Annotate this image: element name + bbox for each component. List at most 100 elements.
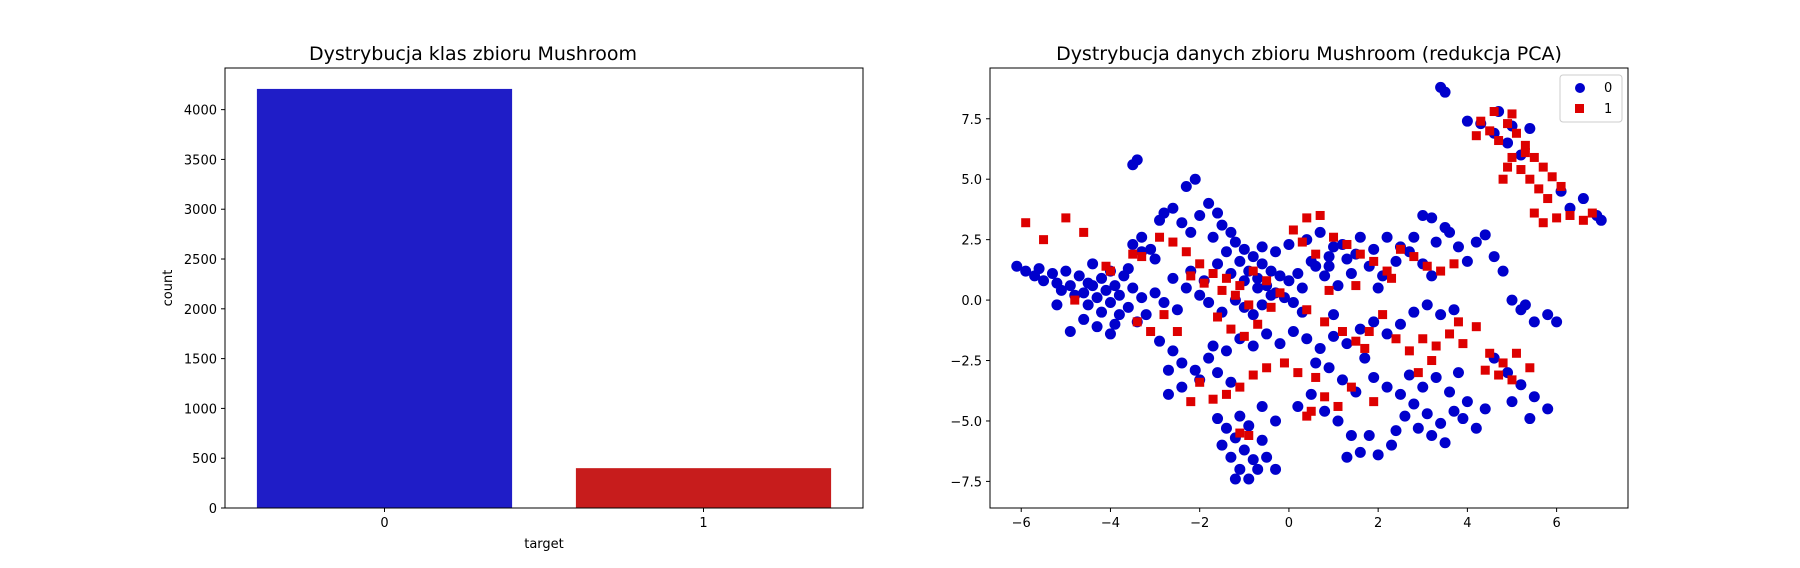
scatter-point-series-0 <box>1408 306 1420 318</box>
scatter-point-series-1 <box>1511 128 1521 138</box>
scatter-point-series-1 <box>1485 348 1495 358</box>
scatter-point-series-1 <box>1244 430 1254 440</box>
scatter-point-series-0 <box>1354 231 1366 243</box>
scatter-point-series-0 <box>1113 289 1125 301</box>
scatter-point-series-0 <box>1189 364 1201 376</box>
scatter-point-series-1 <box>1137 252 1147 262</box>
scatter-point-series-0 <box>1104 297 1116 309</box>
scatter-point-series-1 <box>1320 392 1330 402</box>
scatter-point-series-1 <box>1324 285 1334 295</box>
scatter-point-series-0 <box>1457 413 1469 425</box>
scatter-point-series-0 <box>1332 415 1344 427</box>
scatter-point-series-1 <box>1511 348 1521 358</box>
scatter-point-series-1 <box>1306 406 1316 416</box>
scatter-point-series-1 <box>1418 334 1428 344</box>
scatter-point-series-1 <box>1288 225 1298 235</box>
legend-marker-series-0 <box>1575 83 1585 93</box>
scatter-point-series-1 <box>1061 213 1071 223</box>
scatter-point-series-1 <box>1525 174 1535 184</box>
legend-frame <box>1559 74 1623 123</box>
scatter-point-series-1 <box>1498 358 1508 368</box>
scatter-point-series-0 <box>1158 297 1170 309</box>
scatter-point-series-1 <box>1302 411 1312 421</box>
scatter-point-series-0 <box>1256 299 1268 311</box>
scatter-point-series-0 <box>1252 272 1264 284</box>
scatter-x-tick-label: −6 <box>1012 516 1031 531</box>
scatter-point-series-1 <box>1293 368 1303 378</box>
scatter-point-series-0 <box>1145 243 1157 255</box>
scatter-point-series-0 <box>1368 316 1380 328</box>
scatter-point-series-1 <box>1556 181 1566 191</box>
scatter-point-series-0 <box>1127 238 1139 250</box>
scatter-point-series-0 <box>1421 408 1433 420</box>
scatter-point-series-0 <box>1171 304 1183 316</box>
bar-y-tick-label: 4000 <box>184 104 217 119</box>
scatter-point-series-1 <box>1146 327 1156 337</box>
scatter-point-series-0 <box>1354 446 1366 458</box>
scatter-point-series-0 <box>1078 313 1090 325</box>
scatter-point-series-0 <box>1412 422 1424 434</box>
scatter-point-series-1 <box>1378 310 1388 320</box>
scatter-point-series-1 <box>1449 259 1459 269</box>
scatter-point-series-0 <box>1225 451 1237 463</box>
scatter-point-series-0 <box>1274 338 1286 350</box>
scatter-point-series-0 <box>1314 342 1326 354</box>
scatter-point-series-0 <box>1439 86 1451 98</box>
scatter-point-series-0 <box>1212 413 1224 425</box>
scatter-point-series-0 <box>1091 292 1103 304</box>
scatter-point-series-0 <box>1283 275 1295 287</box>
scatter-point-series-0 <box>1096 272 1108 284</box>
scatter-point-series-0 <box>1060 265 1072 277</box>
scatter-point-series-1 <box>1262 276 1272 286</box>
scatter-point-series-0 <box>1345 267 1357 279</box>
scatter-y-tick-label: 0.0 <box>961 294 982 309</box>
scatter-point-series-0 <box>1270 415 1282 427</box>
scatter-point-series-0 <box>1234 463 1246 475</box>
scatter-point-series-0 <box>1270 246 1282 258</box>
scatter-point-series-1 <box>1578 215 1588 225</box>
bar-plot-area: 0 1 0 500 1000 1500 2000 2500 3000 3500 4000 <box>184 88 832 531</box>
scatter-point-series-0 <box>1127 282 1139 294</box>
scatter-point-series-1 <box>1221 389 1231 399</box>
scatter-point-series-0 <box>1461 255 1473 267</box>
scatter-point-series-1 <box>1525 363 1535 373</box>
scatter-point-series-1 <box>1485 126 1495 136</box>
scatter-point-series-0 <box>1314 226 1326 238</box>
scatter-point-series-0 <box>1452 241 1464 253</box>
scatter-point-series-0 <box>1305 388 1317 400</box>
scatter-point-series-0 <box>1122 301 1134 313</box>
scatter-point-series-0 <box>1524 413 1536 425</box>
scatter-point-series-1 <box>1217 285 1227 295</box>
scatter-point-series-1 <box>1489 107 1499 117</box>
scatter-point-series-0 <box>1162 364 1174 376</box>
scatter-point-series-1 <box>1413 368 1423 378</box>
scatter-point-series-1 <box>1208 394 1218 404</box>
scatter-point-series-1 <box>1168 237 1178 247</box>
scatter-point-series-1 <box>1101 261 1111 271</box>
scatter-point-series-1 <box>1503 119 1513 129</box>
scatter-point-series-0 <box>1252 463 1264 475</box>
scatter-y-tick-label: 5.0 <box>961 173 982 188</box>
scatter-point-series-0 <box>1470 422 1482 434</box>
scatter-point-series-0 <box>1243 473 1255 485</box>
scatter-point-series-0 <box>1220 345 1232 357</box>
scatter-y-tick-label: −5.0 <box>950 415 982 430</box>
scatter-plot-area: −6 −4 −2 0 2 4 6 −7.5 −5.0 −2.5 0.0 2.5 5.0 7.5 <box>950 81 1607 531</box>
scatter-point-series-0 <box>1247 454 1259 466</box>
bar-chart: Dystrybucja klas zbioru Mushroom 0 1 0 500 1… <box>161 43 864 552</box>
scatter-point-series-1 <box>1279 358 1289 368</box>
scatter-point-series-0 <box>1212 207 1224 219</box>
scatter-point-series-1 <box>1520 148 1530 158</box>
scatter-point-series-0 <box>1194 289 1206 301</box>
scatter-point-series-0 <box>1207 340 1219 352</box>
scatter-point-series-0 <box>1470 236 1482 248</box>
scatter-point-series-1 <box>1552 213 1562 223</box>
scatter-point-series-1 <box>1230 290 1240 300</box>
scatter-point-series-1 <box>1186 271 1196 281</box>
scatter-point-series-0 <box>1341 338 1353 350</box>
scatter-point-series-1 <box>1021 218 1031 228</box>
scatter-point-series-0 <box>1461 396 1473 408</box>
scatter-point-series-0 <box>1154 335 1166 347</box>
scatter-point-series-0 <box>1332 280 1344 292</box>
scatter-point-series-0 <box>1368 243 1380 255</box>
